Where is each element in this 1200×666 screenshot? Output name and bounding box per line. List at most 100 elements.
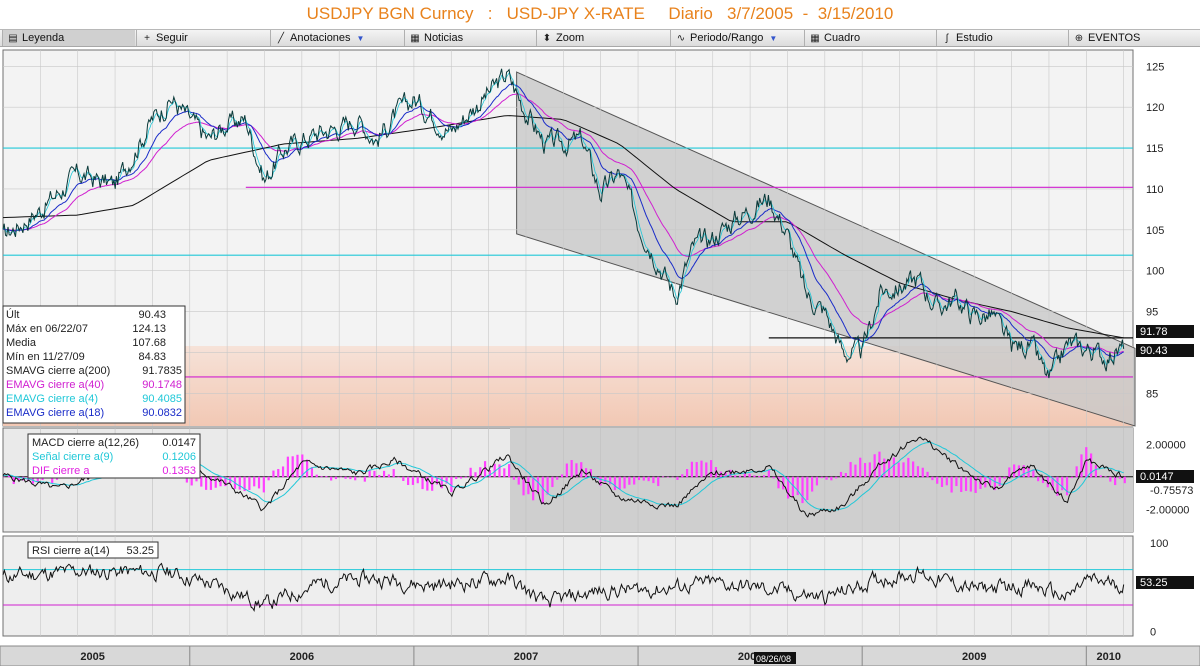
rsi-tick-label: 100: [1150, 538, 1168, 550]
legend-value-last: 90.43: [138, 309, 166, 321]
macd-histogram-bar: [695, 462, 698, 478]
signal-legend-label: Señal cierre a(9): [32, 451, 113, 463]
x-axis-bar: [0, 645, 1200, 666]
macd-histogram-bar: [960, 476, 963, 492]
macd-histogram-bar: [378, 474, 381, 478]
zoom-button[interactable]: ⬍ Zoom: [536, 30, 669, 46]
macd-histogram-bar: [964, 476, 968, 491]
legend-label-last: Últ: [6, 308, 19, 321]
macd-histogram-bar: [291, 456, 294, 478]
price-panel[interactable]: 859095100105110115120125: [2, 49, 1164, 427]
legend-button[interactable]: ▤ Leyenda: [2, 30, 135, 46]
rsi-tick-label: 0: [1150, 627, 1156, 639]
price-legend[interactable]: Últ 90.43 Máx en 06/22/07 124.13 Media 1…: [2, 305, 186, 424]
macd-histogram-bar: [382, 470, 386, 478]
macd-histogram-bar: [801, 476, 804, 504]
study-button[interactable]: ʃ Estudio: [936, 30, 1069, 46]
macd-histogram-bar: [700, 460, 703, 478]
price-horizontal-lines: [3, 147, 1133, 378]
macd-histogram-bar: [945, 476, 948, 486]
date-marker: 08/26/08: [756, 654, 791, 664]
macd-histogram-bar: [637, 476, 641, 481]
macd-histogram-bar: [609, 476, 612, 485]
macd-histogram-bar: [339, 476, 342, 478]
macd-histogram-bar: [931, 476, 934, 481]
macd-histogram-bar: [214, 476, 217, 488]
dif-legend-value: 0.1353: [162, 465, 196, 477]
macd-histogram-bar: [907, 457, 910, 478]
macd-histogram-bar: [200, 476, 203, 487]
chart-area[interactable]: 859095100105110115120125 Últ 90.43 Máx e…: [0, 46, 1200, 666]
macd-histogram-bar: [599, 476, 602, 486]
zoom-icon: ⬍: [542, 33, 552, 44]
macd-histogram-bar: [1008, 467, 1011, 478]
table-button[interactable]: ▦ Cuadro: [804, 30, 937, 46]
macd-histogram-bar: [993, 476, 996, 491]
period-range-button[interactable]: ∿ Periodo/Rango ▼: [670, 30, 803, 46]
macd-histogram-bar: [493, 463, 496, 478]
macd-histogram-bar: [685, 469, 689, 478]
price-tag-sma-box: [1136, 325, 1194, 338]
macd-histogram-bar: [488, 470, 491, 478]
events-button[interactable]: ⊕ EVENTOS: [1068, 30, 1200, 46]
legend-value-max: 124.13: [132, 323, 166, 335]
macd-histogram-bar: [185, 476, 188, 483]
legend-label-min: Mín en 11/27/09: [6, 351, 85, 363]
macd-histogram-bar: [820, 476, 823, 479]
macd-histogram-bar: [849, 462, 852, 478]
macd-histogram-bar: [791, 476, 794, 498]
macd-histogram-bar: [974, 476, 977, 493]
x-tick-label: 2009: [962, 651, 986, 663]
macd-histogram-bar: [734, 475, 737, 478]
macd-histogram-bar: [806, 476, 809, 500]
macd-panel[interactable]: -2.00000 2.00000 MACD cierre a(12,26) 0.0…: [2, 427, 1194, 533]
rsi-panel[interactable]: 0 100 RSI cierre a(14) 53.25 53.25: [2, 535, 1194, 639]
macd-histogram-bar: [1061, 476, 1064, 491]
macd-histogram-bar: [628, 476, 631, 485]
follow-button[interactable]: + Seguir: [136, 30, 269, 46]
macd-histogram-bar: [887, 459, 891, 478]
macd-tag-box: [1136, 470, 1194, 483]
rsi-line: [2, 562, 1125, 612]
macd-histogram-bar: [503, 468, 506, 478]
macd-histogram-bar: [955, 476, 958, 487]
x-tick-label: 2005: [80, 651, 104, 663]
macd-histogram-bar: [354, 476, 357, 481]
macd-histogram-bar: [320, 476, 323, 478]
macd-histogram-bar: [522, 476, 525, 496]
pencil-icon: ╱: [277, 33, 285, 44]
macd-histogram-bar: [676, 476, 679, 480]
macd-histogram-bar: [306, 459, 309, 478]
macd-histogram-bar: [190, 476, 193, 486]
macd-histogram-bar: [1085, 447, 1088, 478]
macd-histogram-bar: [1041, 476, 1045, 484]
macd-histogram-bar: [7, 474, 11, 478]
annotations-button[interactable]: ╱ Anotaciones ▼: [270, 30, 403, 46]
period-icon: ∿: [676, 33, 686, 44]
macd-histogram-bar: [830, 476, 833, 481]
dropdown-arrow-icon: ▼: [356, 34, 365, 43]
macd-histogram-bar: [897, 462, 900, 478]
macd-histogram-bar: [690, 461, 693, 478]
macd-histogram-bar: [536, 476, 540, 494]
emavg-4-line: [2, 72, 1124, 373]
macd-histogram-bar: [248, 476, 251, 490]
price-tick-label: 85: [1146, 388, 1158, 400]
macd-histogram-bar: [330, 476, 333, 481]
macd-histogram-bar: [815, 476, 819, 486]
macd-histogram-bar: [1065, 476, 1069, 496]
price-tick-label: 110: [1146, 184, 1164, 196]
news-button[interactable]: ▦ Noticias: [404, 30, 537, 46]
macd-histogram-bar: [445, 476, 448, 484]
macd-histogram-bar: [272, 470, 275, 478]
macd-histogram-bar: [998, 476, 1001, 486]
macd-histogram-bar: [253, 476, 256, 487]
macd-histogram-bar: [584, 468, 588, 478]
macd-histogram-bar: [1075, 466, 1078, 478]
macd-histogram-bar: [1109, 476, 1112, 482]
macd-histogram-bar: [1118, 476, 1122, 479]
macd-histogram-bar: [474, 472, 477, 478]
macd-histogram-bar: [455, 476, 458, 480]
legend-value-ema18: 90.0832: [142, 407, 182, 419]
macd-histogram-bar: [883, 458, 886, 478]
